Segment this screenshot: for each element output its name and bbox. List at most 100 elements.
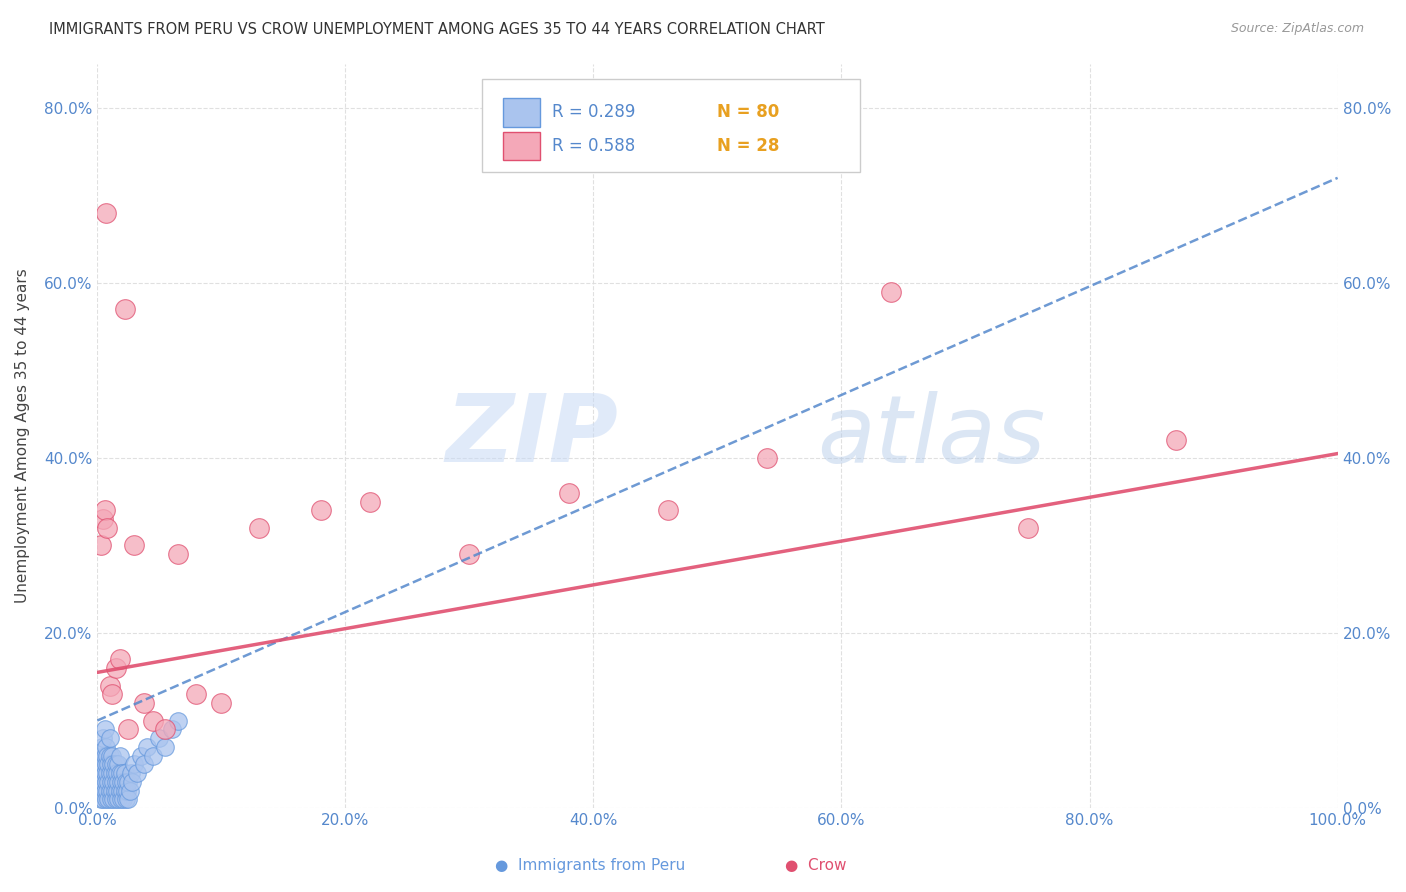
- Text: N = 80: N = 80: [717, 103, 780, 121]
- Point: [148, 731, 170, 745]
- Point: [359, 494, 381, 508]
- Point: [104, 783, 127, 797]
- Point: [557, 486, 579, 500]
- Point: [105, 783, 128, 797]
- Text: ZIP: ZIP: [446, 390, 619, 482]
- Point: [111, 766, 134, 780]
- Point: [309, 503, 332, 517]
- Point: [104, 661, 127, 675]
- Point: [186, 687, 208, 701]
- Point: [94, 757, 117, 772]
- Text: N = 28: N = 28: [717, 136, 780, 155]
- Point: [105, 766, 128, 780]
- Point: [90, 539, 112, 553]
- Point: [880, 285, 903, 299]
- Point: [96, 783, 118, 797]
- Point: [93, 748, 115, 763]
- Point: [125, 766, 148, 780]
- Point: [756, 450, 779, 465]
- Point: [1017, 521, 1039, 535]
- Point: [108, 748, 131, 763]
- Point: [657, 503, 679, 517]
- Point: [94, 206, 117, 220]
- Bar: [503, 132, 540, 160]
- Point: [96, 766, 118, 780]
- Point: [91, 739, 114, 754]
- Point: [91, 783, 114, 797]
- Point: [89, 783, 111, 797]
- Point: [124, 757, 146, 772]
- Point: [93, 774, 115, 789]
- Point: [108, 783, 131, 797]
- Point: [98, 748, 121, 763]
- Point: [458, 547, 481, 561]
- Point: [247, 521, 270, 535]
- Text: ●  Immigrants from Peru: ● Immigrants from Peru: [495, 858, 686, 872]
- Text: atlas: atlas: [817, 391, 1045, 482]
- Point: [155, 723, 177, 737]
- Point: [98, 731, 121, 745]
- Point: [114, 783, 136, 797]
- Point: [167, 547, 190, 561]
- Point: [209, 696, 232, 710]
- Point: [97, 757, 120, 772]
- Point: [134, 696, 156, 710]
- Point: [101, 783, 124, 797]
- Point: [114, 766, 136, 780]
- Point: [129, 748, 152, 763]
- Point: [90, 774, 112, 789]
- Point: [107, 774, 129, 789]
- Point: [108, 766, 131, 780]
- Point: [94, 774, 117, 789]
- Point: [114, 774, 136, 789]
- Point: [98, 766, 121, 780]
- Point: [110, 792, 132, 806]
- Point: [104, 757, 127, 772]
- Point: [117, 723, 139, 737]
- Point: [94, 739, 117, 754]
- Point: [114, 302, 136, 317]
- Text: Source: ZipAtlas.com: Source: ZipAtlas.com: [1230, 22, 1364, 36]
- Point: [93, 723, 115, 737]
- Point: [101, 687, 124, 701]
- Point: [117, 774, 139, 789]
- Point: [104, 774, 127, 789]
- Point: [90, 748, 112, 763]
- Point: [1166, 434, 1188, 448]
- Point: [87, 757, 110, 772]
- Point: [100, 792, 122, 806]
- Point: [108, 652, 131, 666]
- Point: [160, 723, 183, 737]
- Point: [104, 792, 127, 806]
- Point: [117, 792, 139, 806]
- Point: [114, 792, 136, 806]
- Point: [120, 766, 142, 780]
- Point: [90, 792, 112, 806]
- Text: IMMIGRANTS FROM PERU VS CROW UNEMPLOYMENT AMONG AGES 35 TO 44 YEARS CORRELATION : IMMIGRANTS FROM PERU VS CROW UNEMPLOYMEN…: [49, 22, 825, 37]
- Point: [118, 783, 141, 797]
- Text: R = 0.588: R = 0.588: [553, 136, 636, 155]
- Point: [98, 679, 121, 693]
- Point: [96, 748, 118, 763]
- Point: [94, 792, 117, 806]
- FancyBboxPatch shape: [482, 78, 860, 172]
- Point: [103, 757, 125, 772]
- Point: [104, 766, 127, 780]
- Point: [93, 783, 115, 797]
- Point: [93, 792, 115, 806]
- Point: [89, 766, 111, 780]
- Text: ●  Crow: ● Crow: [785, 858, 846, 872]
- Point: [100, 757, 122, 772]
- Point: [115, 783, 138, 797]
- Y-axis label: Unemployment Among Ages 35 to 44 years: Unemployment Among Ages 35 to 44 years: [15, 268, 30, 604]
- Point: [134, 757, 156, 772]
- Point: [111, 783, 134, 797]
- Point: [87, 774, 110, 789]
- Point: [98, 783, 121, 797]
- Point: [142, 748, 165, 763]
- Point: [97, 774, 120, 789]
- Point: [91, 766, 114, 780]
- Point: [155, 739, 177, 754]
- Point: [100, 774, 122, 789]
- Point: [121, 774, 143, 789]
